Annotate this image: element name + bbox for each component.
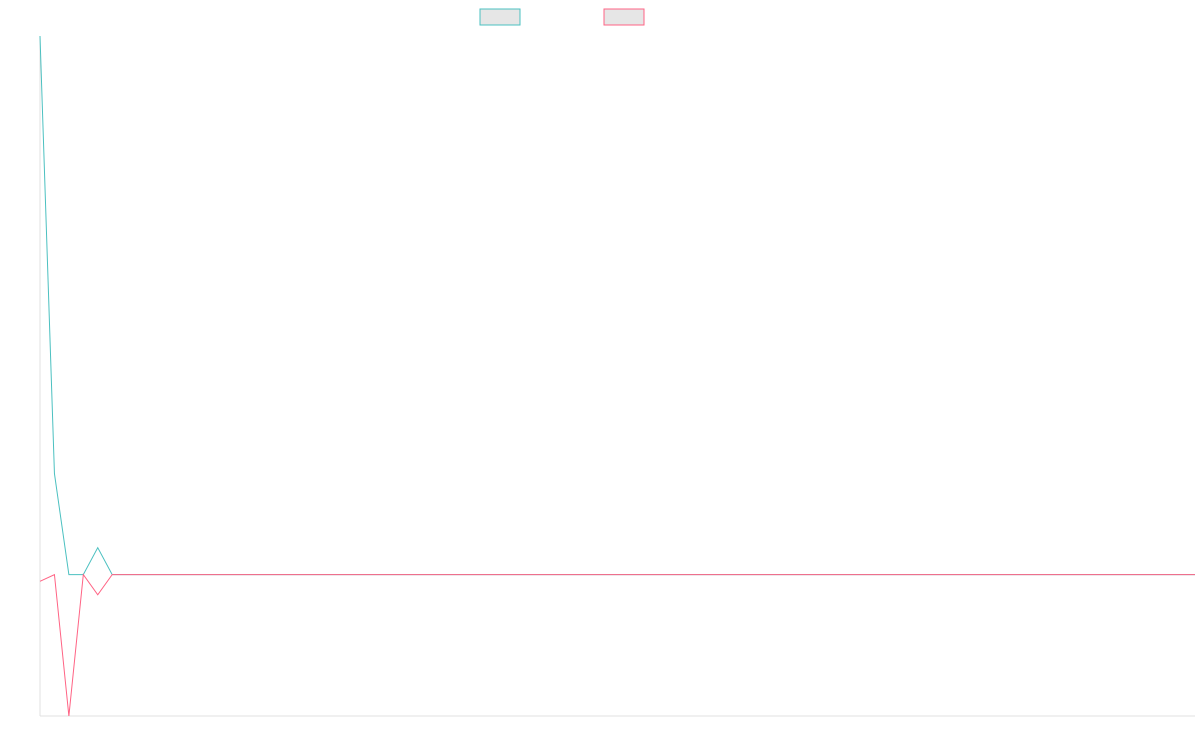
legend[interactable] bbox=[479, 8, 645, 26]
legend-item-2[interactable] bbox=[603, 8, 645, 26]
series-line-2 bbox=[39, 573, 1195, 717]
legend-item-1[interactable] bbox=[479, 8, 521, 26]
legend-swatch-1 bbox=[479, 8, 521, 26]
legend-swatch-2 bbox=[603, 8, 645, 26]
series-line-1 bbox=[39, 35, 1195, 576]
axes bbox=[39, 36, 1195, 717]
plot-area bbox=[39, 35, 1195, 717]
